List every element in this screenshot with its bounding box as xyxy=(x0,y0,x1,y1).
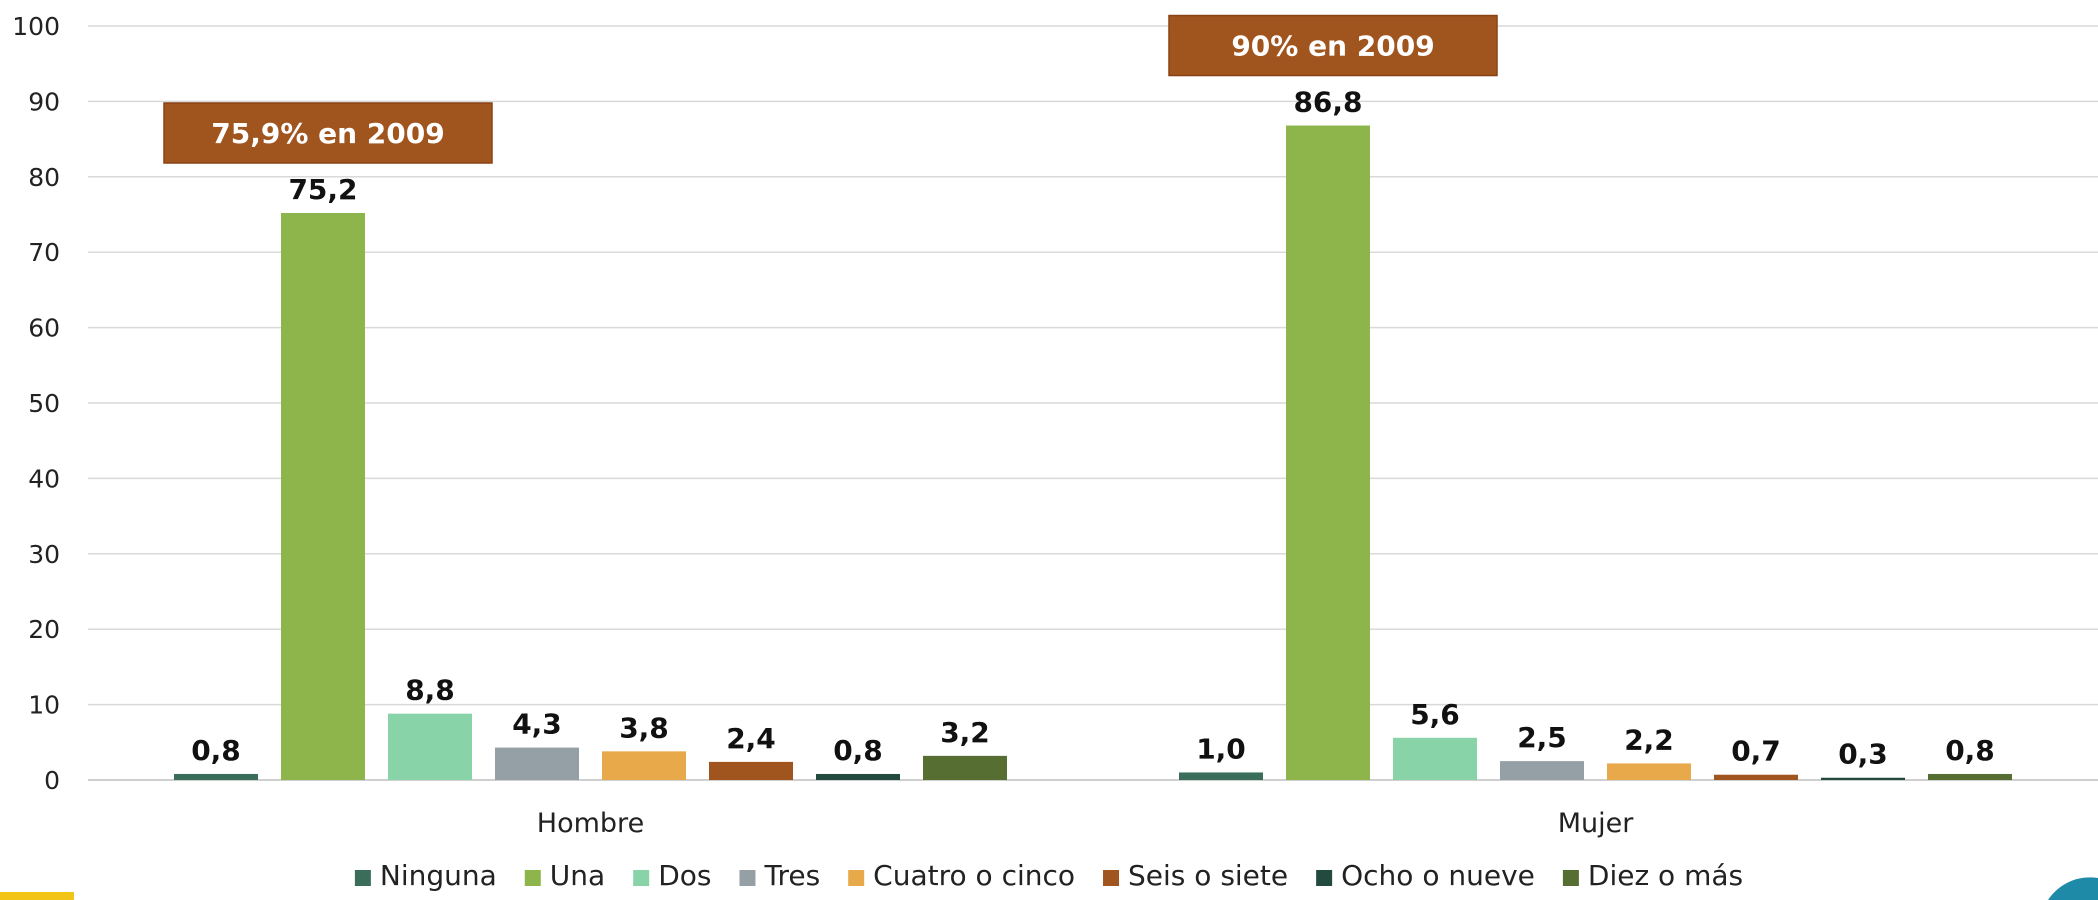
y-tick-label: 90 xyxy=(28,87,60,116)
annotation-text: 75,9% en 2009 xyxy=(211,117,445,150)
corner-accent-yellow xyxy=(0,892,74,900)
data-labels: 0,8 75,2 8,8 4,3 3,8 2,4 0,8 3,2 1,0 86,8 5,6 2,5 2,… xyxy=(191,86,1995,771)
legend-swatch xyxy=(1316,870,1333,886)
legend-swatch xyxy=(633,870,650,886)
legend-label: Seis o siete xyxy=(1128,859,1288,892)
legend-label: Dos xyxy=(658,859,711,892)
y-tick-label: 0 xyxy=(44,766,60,795)
data-label: 0,8 xyxy=(191,734,241,767)
data-label: 8,8 xyxy=(405,674,455,707)
data-label: 4,3 xyxy=(512,708,562,741)
legend-swatch xyxy=(739,870,756,886)
y-tick-label: 60 xyxy=(28,314,60,343)
data-label: 1,0 xyxy=(1196,732,1246,765)
data-label: 3,8 xyxy=(619,711,669,744)
y-tick-label: 100 xyxy=(12,12,60,41)
annotation-box xyxy=(163,102,493,164)
legend-label: Ocho o nueve xyxy=(1341,859,1535,892)
bars xyxy=(174,125,2012,780)
data-label: 2,5 xyxy=(1517,721,1567,754)
y-tick-label: 20 xyxy=(28,615,60,644)
data-label: 0,3 xyxy=(1838,738,1888,771)
y-tick-label: 10 xyxy=(28,691,60,720)
legend-swatch xyxy=(1103,870,1120,886)
data-label: 2,4 xyxy=(726,722,776,755)
data-label: 5,6 xyxy=(1410,698,1460,731)
legend-swatch xyxy=(848,870,865,886)
legend-swatch xyxy=(1562,870,1579,886)
data-label: 2,2 xyxy=(1624,723,1674,756)
y-tick-label: 80 xyxy=(28,163,60,192)
bar-hombre-7 xyxy=(816,773,900,780)
bar-hombre-5 xyxy=(602,751,686,780)
data-label: 0,7 xyxy=(1731,735,1781,768)
legend-label: Una xyxy=(550,859,605,892)
bar-mujer-1 xyxy=(1179,772,1263,780)
bar-hombre-6 xyxy=(709,761,793,780)
data-label: 75,2 xyxy=(288,173,357,206)
legend-swatch xyxy=(354,870,371,886)
corner-accent-circle xyxy=(2048,877,2098,900)
bar-hombre-1 xyxy=(174,773,258,780)
bar-hombre-8 xyxy=(923,755,1007,780)
bar-mujer-4 xyxy=(1500,761,1584,780)
bar-hombre-2 xyxy=(281,212,365,780)
x-category-label: Mujer xyxy=(1558,808,1635,839)
bar-mujer-8 xyxy=(1928,773,2012,780)
gridlines xyxy=(88,25,2098,781)
legend-label: Diez o más xyxy=(1588,859,1743,892)
y-axis: 0 10 20 30 40 50 60 70 80 90 100 xyxy=(12,12,60,795)
data-label: 86,8 xyxy=(1293,86,1362,119)
x-category-label: Hombre xyxy=(537,808,644,839)
legend: Ninguna Una Dos Tres Cuatro o cinco Seis o si… xyxy=(354,859,1743,892)
bar-mujer-6 xyxy=(1714,774,1798,780)
bar-mujer-7 xyxy=(1821,777,1905,780)
data-label: 0,8 xyxy=(1945,734,1995,767)
x-axis: Hombre Mujer xyxy=(537,808,1634,839)
y-tick-label: 50 xyxy=(28,389,60,418)
annotations: 75,9% en 2009 90% en 2009 xyxy=(163,14,1498,164)
legend-label: Tres xyxy=(763,859,820,892)
y-tick-label: 70 xyxy=(28,238,60,267)
bar-mujer-2 xyxy=(1286,125,1370,780)
data-label: 0,8 xyxy=(833,734,883,767)
legend-label: Ninguna xyxy=(380,859,497,892)
legend-swatch xyxy=(524,870,541,886)
annotation-text: 90% en 2009 xyxy=(1231,30,1434,63)
bar-mujer-3 xyxy=(1393,737,1477,780)
y-tick-label: 40 xyxy=(28,464,60,493)
data-label: 3,2 xyxy=(940,716,990,749)
bar-hombre-4 xyxy=(495,747,579,780)
legend-label: Cuatro o cinco xyxy=(873,859,1075,892)
y-tick-label: 30 xyxy=(28,540,60,569)
annotation-box xyxy=(1168,14,1498,77)
bar-mujer-5 xyxy=(1607,763,1691,780)
bar-hombre-3 xyxy=(388,713,472,780)
